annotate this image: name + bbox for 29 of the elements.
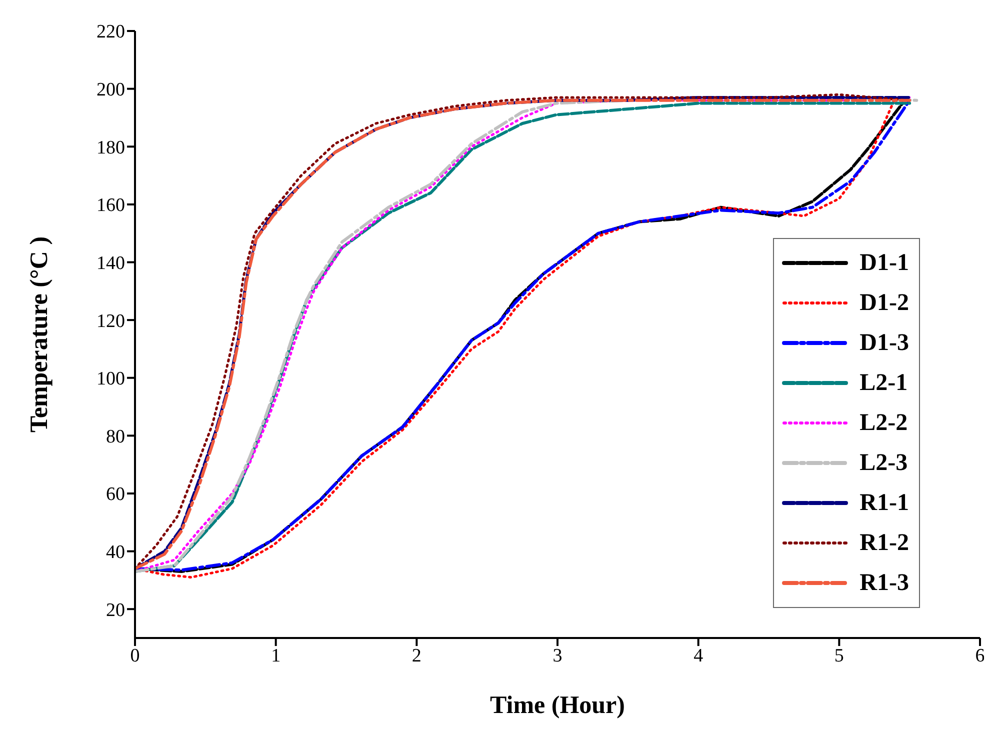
y-tick-label: 80 <box>106 426 125 448</box>
y-tick-label: 60 <box>106 484 125 506</box>
y-tick-label: 220 <box>96 22 125 43</box>
legend-label: D1-3 <box>860 330 909 356</box>
y-tick-label: 40 <box>106 542 125 564</box>
y-tick-label: 160 <box>96 195 125 216</box>
y-tick-label: 120 <box>96 310 125 332</box>
legend-label: D1-1 <box>860 250 909 276</box>
legend-label: R1-1 <box>860 490 909 516</box>
x-tick-label: 0 <box>130 645 140 666</box>
x-axis-title: Time (Hour) <box>490 692 625 719</box>
y-axis-title: Temperature (°C ) <box>26 236 53 433</box>
x-tick-label: 6 <box>975 645 985 666</box>
x-tick-label: 1 <box>271 645 281 666</box>
y-tick-label: 100 <box>96 368 125 390</box>
x-tick-label: 5 <box>834 645 844 666</box>
legend-label: D1-2 <box>860 290 909 316</box>
x-tick-label: 4 <box>694 645 704 666</box>
legend-label: L2-1 <box>860 370 908 396</box>
y-tick-label: 140 <box>96 252 125 274</box>
x-tick-label: 2 <box>412 645 422 666</box>
x-tick-label: 3 <box>552 645 562 666</box>
legend-label: R1-2 <box>860 530 909 556</box>
legend-label: L2-3 <box>860 450 908 476</box>
y-tick-label: 20 <box>106 600 125 621</box>
legend-label: L2-2 <box>860 410 908 436</box>
y-tick-label: 180 <box>96 137 125 158</box>
legend-label: R1-3 <box>860 570 909 596</box>
y-tick-label: 200 <box>96 80 125 101</box>
